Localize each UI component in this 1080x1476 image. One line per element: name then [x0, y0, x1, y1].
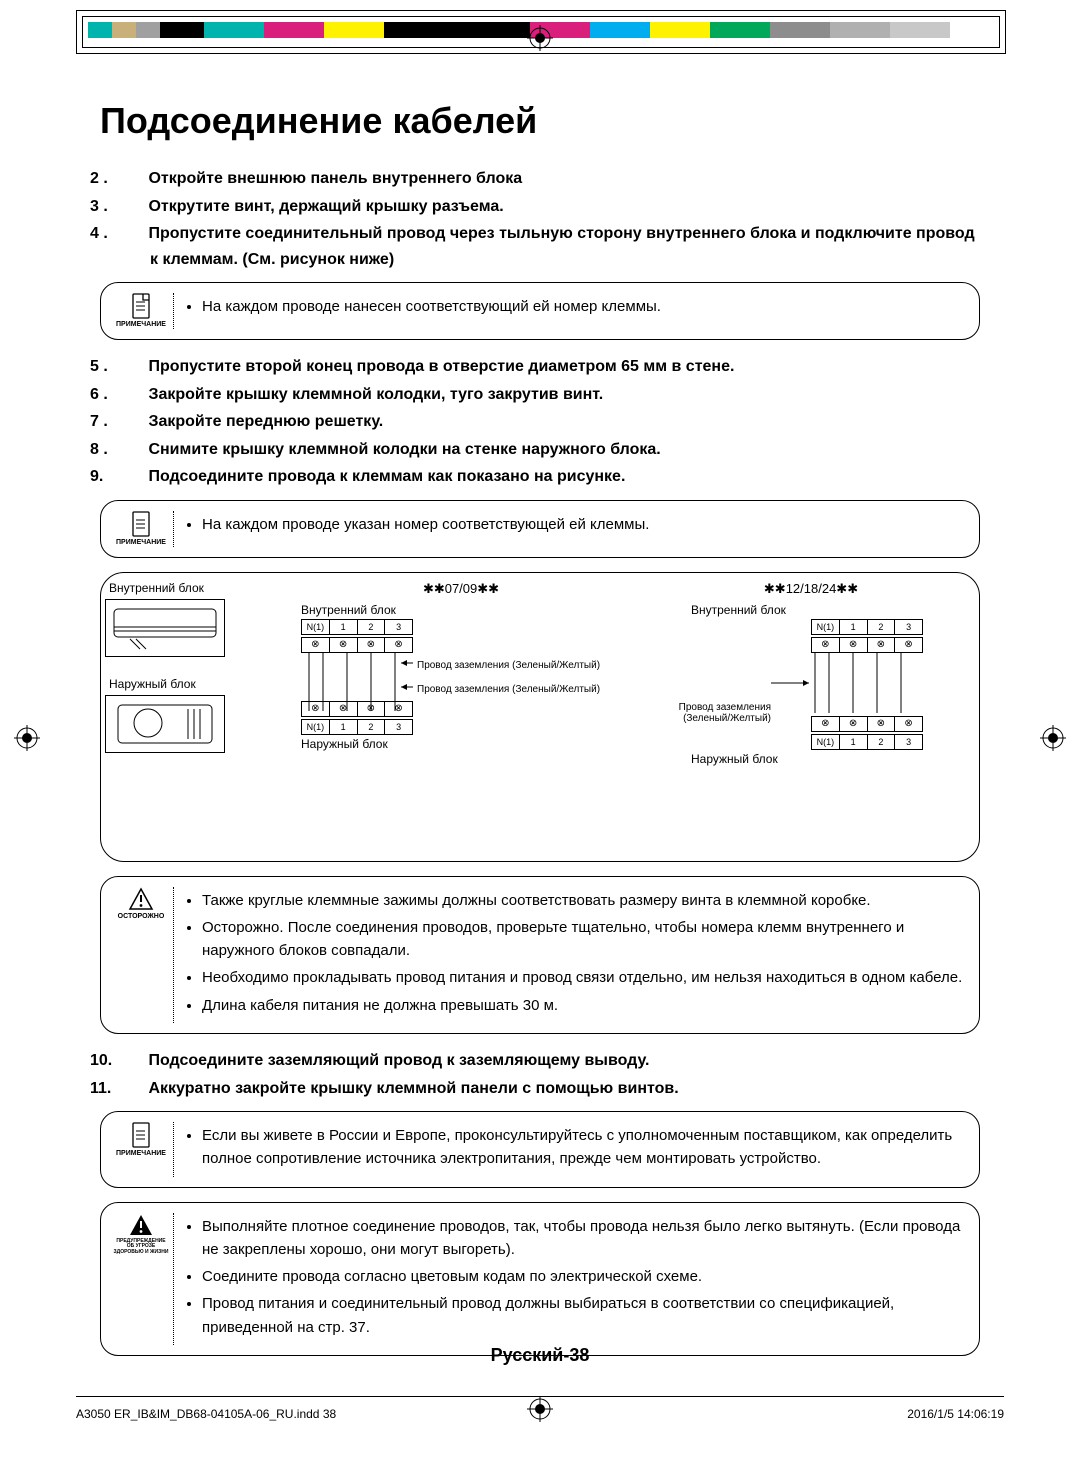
print-footer: A3050 ER_IB&IM_DB68-04105A-06_RU.indd 38…: [76, 1396, 1004, 1421]
indoor-unit-sketch: [105, 599, 225, 657]
step-item: 5 . Пропустите второй конец провода в от…: [120, 354, 980, 380]
step-item: 4 . Пропустите соединительный провод чер…: [120, 221, 980, 272]
steps-list-b: 5 . Пропустите второй конец провода в от…: [120, 354, 980, 490]
note-items: На каждом проводе указан номер соответст…: [184, 513, 649, 540]
outdoor-unit-sketch: [105, 695, 225, 753]
terminal-block: ⊗⊗⊗⊗N(1)123: [811, 716, 971, 750]
terminal-block: N(1)123⊗⊗⊗⊗: [811, 619, 971, 653]
note-box-3: ПРИМЕЧАНИЕ Если вы живете в России и Евр…: [100, 1111, 980, 1188]
note-label: ПРИМЕЧАНИЕ: [116, 539, 166, 546]
wiring-diagram-b: ✱✱12/18/24✱✱ Внутренний блок N(1)123⊗⊗⊗⊗…: [651, 581, 971, 768]
step-item: 6 . Закройте крышку клеммной колодки, ту…: [120, 382, 980, 408]
registration-mark-right: [1040, 725, 1066, 751]
steps-list-c: 10. Подсоедините заземляющий провод к за…: [120, 1048, 980, 1101]
wiring-figure: Внутренний блок Наружный блок ✱✱07/09✱✱ …: [100, 572, 980, 862]
warning-box: ПРЕДУПРЕЖДЕНИЕ ОБ УГРОЗЕ ЗДОРОВЬЮ И ЖИЗН…: [100, 1202, 980, 1356]
note-box-1: ПРИМЕЧАНИЕ На каждом проводе нанесен соо…: [100, 282, 980, 340]
registration-mark-top: [527, 25, 553, 51]
step-item: 8 . Снимите крышку клеммной колодки на с…: [120, 437, 980, 463]
page-title: Подсоединение кабелей: [100, 100, 980, 142]
warning-label: ПРЕДУПРЕЖДЕНИЕ ОБ УГРОЗЕ ЗДОРОВЬЮ И ЖИЗН…: [114, 1238, 169, 1255]
caution-box: ОСТОРОЖНО Также круглые клеммные зажимы …: [100, 876, 980, 1034]
step-item: 7 . Закройте переднюю решетку.: [120, 409, 980, 435]
model-label-a: ✱✱07/09✱✱: [301, 581, 621, 597]
note-icon: ПРИМЕЧАНИЕ: [113, 293, 169, 329]
color-calibration-bar: [88, 22, 950, 38]
caution-items: Также круглые клеммные зажимы должны соо…: [184, 889, 965, 1021]
note-items: На каждом проводе нанесен соответствующи…: [184, 295, 661, 322]
list-item: Необходимо прокладывать провод питания и…: [202, 966, 965, 989]
note-label: ПРИМЕЧАНИЕ: [116, 1150, 166, 1157]
page-number: Русский-38: [0, 1345, 1080, 1366]
wiring-diagram-a: ✱✱07/09✱✱ Внутренний блок N(1)123⊗⊗⊗⊗ Пр…: [301, 581, 621, 753]
steps-list-a: 2 . Откройте внешнюю панель внутреннего …: [120, 166, 980, 272]
note-box-2: ПРИМЕЧАНИЕ На каждом проводе указан номе…: [100, 500, 980, 558]
step-item: 3 . Открутите винт, держащий крышку разъ…: [120, 194, 980, 220]
print-file: A3050 ER_IB&IM_DB68-04105A-06_RU.indd 38: [76, 1407, 336, 1421]
note-label: ПРИМЕЧАНИЕ: [116, 321, 166, 328]
list-item: Провод питания и соединительный провод д…: [202, 1292, 965, 1339]
warning-items: Выполняйте плотное соединение проводов, …: [184, 1215, 965, 1343]
step-item: 2 . Откройте внешнюю панель внутреннего …: [120, 166, 980, 192]
list-item: Длина кабеля питания не должна превышать…: [202, 994, 965, 1017]
terminal-block: N(1)123⊗⊗⊗⊗: [301, 619, 621, 653]
note-icon: ПРИМЕЧАНИЕ: [113, 511, 169, 547]
note-items: Если вы живете в России и Европе, прокон…: [184, 1124, 965, 1175]
ground-label: Провод заземления (Зеленый/Желтый): [417, 660, 621, 671]
caution-label: ОСТОРОЖНО: [118, 913, 165, 920]
list-item: Осторожно. После соединения проводов, пр…: [202, 916, 965, 963]
warning-icon: ПРЕДУПРЕЖДЕНИЕ ОБ УГРОЗЕ ЗДОРОВЬЮ И ЖИЗН…: [113, 1213, 169, 1256]
list-item: На каждом проводе нанесен соответствующи…: [202, 295, 661, 318]
ground-label: Провод заземления (Зеленый/Желтый): [651, 702, 771, 724]
indoor-unit-label: Внутренний блок: [109, 581, 225, 595]
list-item: Также круглые клеммные зажимы должны соо…: [202, 889, 965, 912]
registration-mark-left: [14, 725, 40, 751]
print-date: 2016/1/5 14:06:19: [907, 1407, 1004, 1421]
terminal-block: ⊗⊗⊗⊗N(1)123: [301, 701, 621, 735]
list-item: Соедините провода согласно цветовым кода…: [202, 1265, 965, 1288]
note-icon: ПРИМЕЧАНИЕ: [113, 1122, 169, 1158]
outdoor-unit-label: Наружный блок: [109, 677, 225, 691]
model-label-b: ✱✱12/18/24✱✱: [651, 581, 971, 597]
step-item: 9. Подсоедините провода к клеммам как по…: [120, 464, 980, 490]
list-item: Выполняйте плотное соединение проводов, …: [202, 1215, 965, 1262]
caution-icon: ОСТОРОЖНО: [113, 887, 169, 921]
ground-label: Провод заземления (Зеленый/Желтый): [417, 684, 621, 695]
list-item: Если вы живете в России и Европе, прокон…: [202, 1124, 965, 1171]
sheet: Подсоединение кабелей 2 . Откройте внешн…: [0, 0, 1080, 1476]
step-item: 11. Аккуратно закройте крышку клеммной п…: [120, 1076, 980, 1102]
list-item: На каждом проводе указан номер соответст…: [202, 513, 649, 536]
page-content: Подсоединение кабелей 2 . Откройте внешн…: [100, 100, 980, 1370]
step-item: 10. Подсоедините заземляющий провод к за…: [120, 1048, 980, 1074]
